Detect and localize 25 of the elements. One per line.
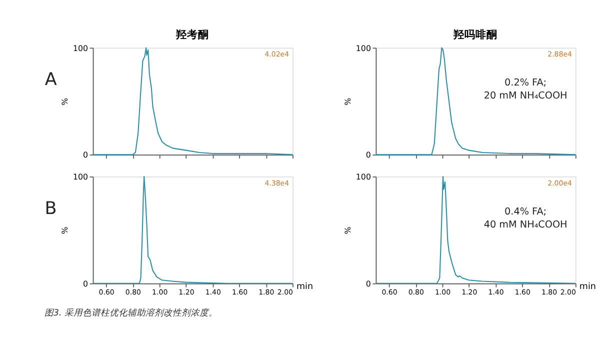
y-tick-label: 100 (73, 172, 88, 182)
y-tick-label: 0 (366, 150, 371, 160)
annotation: 0.4% FA; 40 mM NH₄COOH (484, 206, 568, 230)
line-series (92, 176, 294, 284)
chart-title: 羟考酮 (175, 28, 210, 42)
caption: 图3. 采用色谱柱优化辅助溶剂改性剂浓度。 (44, 307, 218, 318)
text: A (44, 70, 57, 90)
line-series (92, 47, 294, 156)
y-tick-label: 0 (83, 150, 88, 160)
annotation: 0.2% FA; 20 mM NH₄COOH (484, 78, 568, 102)
x-axis-title: min (579, 282, 596, 292)
y-tick-label: 100 (356, 44, 371, 53)
y-axis-title: % (60, 97, 70, 106)
x-axis-title: min (296, 282, 314, 292)
y-axis-title: % (344, 97, 353, 106)
y-tick-label: 0 (83, 279, 88, 288)
y-axis-title: % (344, 226, 353, 234)
y-tick-label: 100 (73, 44, 88, 53)
y-tick-label: 100 (356, 172, 371, 182)
chart-title: 羟吗啡酮 (452, 28, 498, 42)
text: B (44, 198, 57, 219)
line-series (375, 176, 576, 284)
y-tick-label: 0 (366, 279, 371, 288)
line-series (375, 47, 576, 156)
y-axis-title: % (60, 226, 70, 234)
